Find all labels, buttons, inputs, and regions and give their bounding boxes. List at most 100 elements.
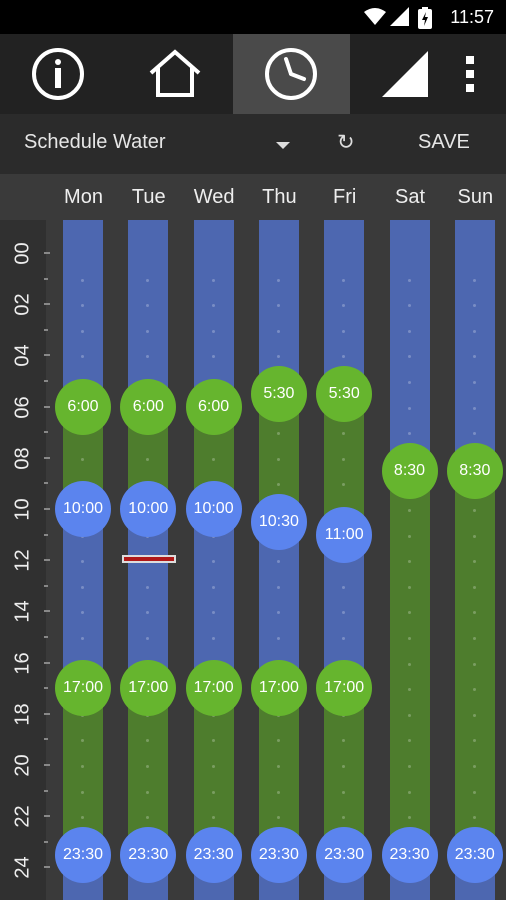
grid-dot	[472, 329, 476, 333]
grid-dot	[146, 765, 150, 768]
grid-dot	[472, 432, 476, 436]
grid-dot	[407, 816, 411, 820]
battery-icon	[418, 7, 432, 29]
switch-off-handle[interactable]: 10:00	[185, 481, 242, 537]
refresh-icon[interactable]: ↻	[337, 131, 355, 154]
switch-on-handle[interactable]: 6:00	[55, 378, 111, 435]
grid-dot	[342, 739, 346, 743]
save-button[interactable]: SAVE	[418, 131, 470, 153]
tab-signal[interactable]	[350, 34, 450, 114]
grid-dot	[146, 739, 150, 743]
switch-on-handle[interactable]: 17:00	[316, 660, 373, 717]
grid-dot	[407, 304, 411, 308]
grid-dot	[342, 483, 346, 487]
grid-dot	[211, 765, 215, 768]
grid-dot	[407, 739, 411, 743]
switch-on-handle[interactable]: 17:00	[185, 660, 242, 717]
day-column-thu[interactable]: Thu 5:30 10:30 17:00 23:30	[247, 174, 312, 900]
grid-dot	[276, 790, 280, 794]
grid-dot	[276, 560, 280, 564]
grid-dot	[472, 816, 476, 820]
switch-off-handle[interactable]: 23:30	[381, 826, 438, 883]
grid-dot	[407, 355, 411, 359]
switch-off-handle[interactable]: 23:30	[120, 826, 177, 883]
overflow-menu-button[interactable]	[450, 34, 506, 114]
grid-dot	[472, 662, 476, 666]
day-column-sat[interactable]: Sat 8:30 23:30	[378, 174, 443, 900]
switch-on-handle[interactable]: 6:00	[120, 378, 177, 435]
tab-info[interactable]	[0, 34, 116, 114]
grid-dot	[211, 355, 215, 359]
tab-schedule[interactable]	[233, 34, 350, 114]
day-column-fri[interactable]: Fri 5:30 11:00 17:00 23:30	[312, 174, 377, 900]
hour-label: 08	[11, 447, 34, 470]
switch-off-handle[interactable]: 23:30	[185, 826, 242, 883]
hour-label: 00	[11, 242, 34, 265]
grid-dot	[81, 611, 84, 615]
grid-dot	[211, 637, 215, 640]
day-column-mon[interactable]: Mon 6:00 10:00 17:00 23:30	[51, 174, 116, 900]
switch-on-handle[interactable]: 5:30	[250, 365, 307, 422]
grid-dot	[81, 585, 84, 589]
grid-dot	[472, 381, 476, 384]
chevron-down-icon[interactable]	[276, 142, 290, 149]
switch-on-handle[interactable]: 17:00	[55, 660, 111, 717]
hour-tick	[44, 764, 50, 766]
switch-off-handle[interactable]: 23:30	[250, 826, 307, 883]
grid-dot	[472, 406, 476, 410]
switch-on-handle[interactable]: 8:30	[446, 442, 503, 499]
switch-off-handle[interactable]: 23:30	[446, 826, 503, 883]
grid-dot	[81, 637, 84, 640]
switch-off-handle[interactable]: 11:00	[316, 506, 373, 563]
grid-dot	[211, 739, 215, 743]
hour-tick	[44, 431, 48, 434]
grid-dot	[407, 534, 411, 538]
hour-label: 04	[11, 344, 34, 368]
switch-off-handle[interactable]: 23:30	[316, 826, 373, 883]
switch-on-handle[interactable]: 17:00	[120, 660, 177, 717]
hour-tick	[44, 815, 50, 818]
grid-dot	[472, 560, 476, 564]
grid-dot	[407, 790, 411, 794]
switch-on-handle[interactable]: 17:00	[250, 660, 307, 717]
switch-off-handle[interactable]: 23:30	[55, 826, 111, 883]
day-column-tue[interactable]: Tue 6:00 10:00 17:00 23:30	[116, 174, 181, 900]
hour-label: 12	[11, 549, 34, 572]
grid-dot	[342, 816, 346, 820]
switch-on-handle[interactable]: 8:30	[381, 442, 438, 499]
hour-tick	[44, 354, 50, 357]
tab-home[interactable]	[116, 34, 233, 114]
grid-dot	[472, 355, 476, 359]
hour-label: 14	[11, 600, 34, 624]
schedule-type-selector[interactable]: Schedule Water	[24, 131, 166, 153]
grid-dot	[472, 765, 476, 768]
grid-dot	[342, 790, 346, 794]
switch-off-handle[interactable]: 10:00	[120, 481, 177, 537]
on-segment	[389, 470, 430, 855]
switch-on-handle[interactable]: 6:00	[185, 378, 242, 435]
grid-dot	[407, 329, 411, 333]
grid-dot	[146, 329, 150, 333]
grid-dot	[211, 560, 215, 564]
grid-dot	[146, 790, 150, 794]
hour-label: 06	[11, 395, 34, 419]
grid-dot	[407, 406, 411, 410]
grid-dot	[276, 457, 280, 461]
status-bar: 11:57	[0, 0, 506, 34]
grid-dot	[211, 329, 215, 333]
wifi-icon	[364, 8, 386, 25]
switch-on-handle[interactable]: 5:30	[316, 365, 373, 422]
grid-dot	[342, 278, 346, 282]
switch-off-handle[interactable]: 10:00	[55, 481, 111, 537]
hour-label: 10	[11, 498, 34, 521]
switch-off-handle[interactable]: 10:30	[250, 493, 307, 550]
signal-icon	[390, 7, 409, 26]
grid-dot	[146, 585, 150, 589]
grid-dot	[81, 739, 84, 743]
grid-dot	[342, 329, 346, 333]
day-column-sun[interactable]: Sun 8:30 23:30	[443, 174, 506, 900]
grid-dot	[472, 739, 476, 743]
day-column-wed[interactable]: Wed 6:00 10:00 17:00 23:30	[182, 174, 247, 900]
hour-tick	[44, 380, 48, 382]
grid-dot	[211, 816, 215, 820]
